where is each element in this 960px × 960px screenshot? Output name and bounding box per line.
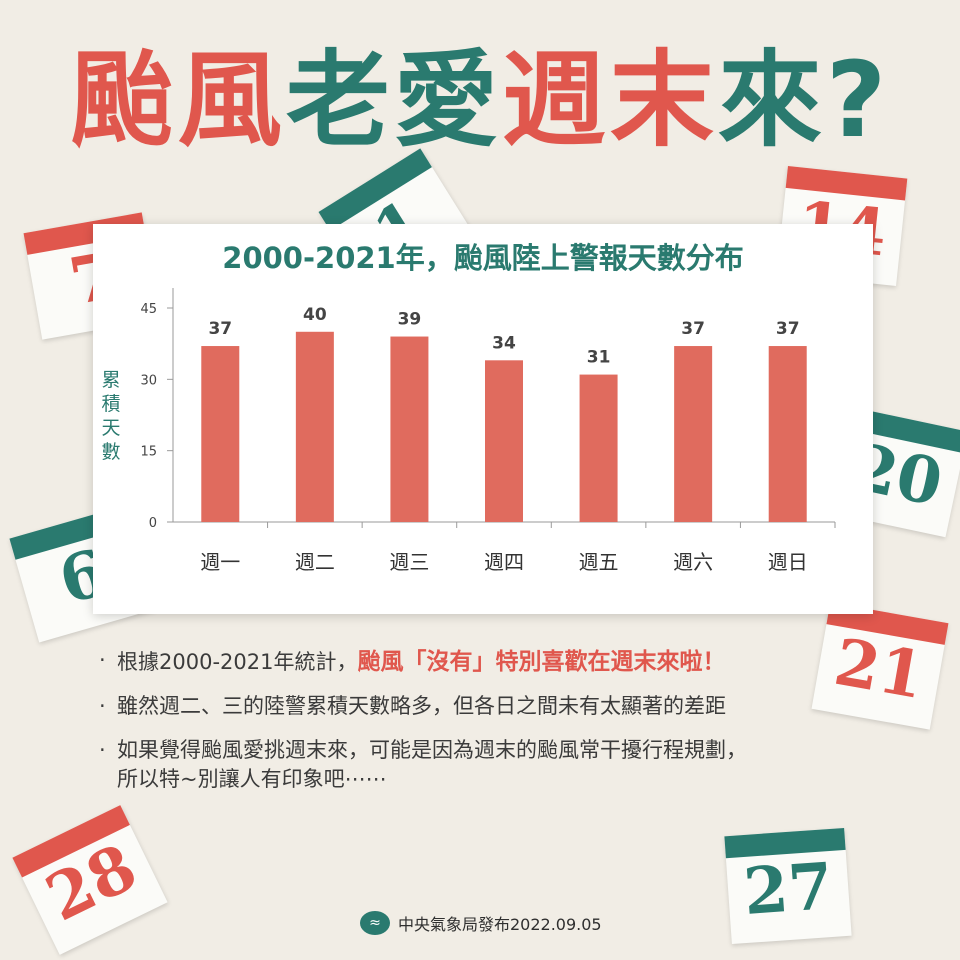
data-label-3: 39 [398, 310, 422, 330]
chart-title: 2000-2021年，颱風陸上警報天數分布 [222, 241, 743, 275]
y-tick-label: 30 [140, 373, 157, 388]
x-tick-label-7: 週日 [768, 550, 808, 574]
data-label-7: 37 [776, 319, 800, 339]
bar-chart: 2000-2021年，颱風陸上警報天數分布 0 15 30 45 累積天數 37 週一 40 週… [101, 241, 836, 574]
calendar-page-28: 28 [12, 805, 168, 955]
note-1-highlight: 颱風「沒有」特別喜歡在週末來啦！ [357, 649, 726, 675]
note-2: · 雖然週二、三的陸警累積天數略多，但各日之間未有太顯著的差距 [99, 694, 726, 719]
data-label-4: 34 [492, 333, 516, 353]
note-3-line-2: 所以特~別讓人有印象吧⋯⋯ [117, 766, 387, 791]
note-2-text: 雖然週二、三的陸警累積天數略多，但各日之間未有太顯著的差距 [117, 694, 726, 719]
note-3-line-1: 如果覺得颱風愛挑週末來，可能是因為週末的颱風常干擾行程規劃， [117, 737, 747, 762]
bar-2 [295, 331, 334, 522]
x-tick-label-6: 週六 [673, 550, 713, 574]
y-tick-label: 45 [140, 302, 157, 317]
data-label-6: 37 [681, 319, 705, 339]
bar-7 [768, 346, 807, 522]
bar-5 [579, 374, 618, 522]
cwb-logo-icon: ≈ [360, 911, 390, 935]
footer-text: 中央氣象局發布2022.09.05 [398, 915, 602, 934]
x-tick-label-3: 週三 [389, 550, 429, 574]
x-tick-label-5: 週五 [579, 550, 619, 574]
bar-1 [201, 346, 240, 522]
data-label-5: 31 [587, 348, 611, 368]
notes: · 根據2000-2021年統計，颱風「沒有」特別喜歡在週末來啦！ · 雖然週二… [95, 646, 895, 808]
y-axis-label-char: 數 [101, 441, 120, 463]
y-tick-label: 15 [140, 445, 157, 460]
y-tick-label: 0 [149, 516, 157, 531]
y-axis-label-char: 累 [101, 369, 120, 391]
y-axis-label-char: 積 [101, 393, 120, 415]
bar-4 [485, 360, 523, 522]
title-part-come: 來? [717, 39, 891, 161]
data-label-2: 40 [303, 305, 327, 325]
note-1-text: 根據2000-2021年統計， [117, 650, 358, 674]
y-axis-label-char: 天 [101, 417, 120, 439]
chart-card: 2000-2021年，颱風陸上警報天數分布 0 15 30 45 累積天數 37 週一 40 週… [93, 224, 873, 614]
footer: ≈ 中央氣象局發布2022.09.05 [360, 908, 602, 938]
title-part-weekend: 週末 [501, 39, 718, 161]
title-part-typhoon: 颱風 [69, 39, 286, 161]
note-1: · 根據2000-2021年統計，颱風「沒有」特別喜歡在週末來啦！ [99, 648, 726, 675]
bar-3 [390, 336, 429, 522]
title-part-always-love: 老愛 [285, 39, 502, 161]
bar-6 [674, 346, 713, 522]
calendar-page-27: 27 [724, 827, 852, 945]
data-label-1: 37 [208, 319, 232, 339]
x-tick-label-4: 週四 [484, 550, 524, 574]
page-title: 颱風老愛週末來? [0, 48, 960, 152]
note-3: · 如果覺得颱風愛挑週末來，可能是因為週末的颱風常干擾行程規劃， 所以特~別讓人… [95, 736, 895, 795]
x-tick-label-2: 週二 [295, 550, 335, 574]
x-tick-label-1: 週一 [200, 550, 240, 574]
